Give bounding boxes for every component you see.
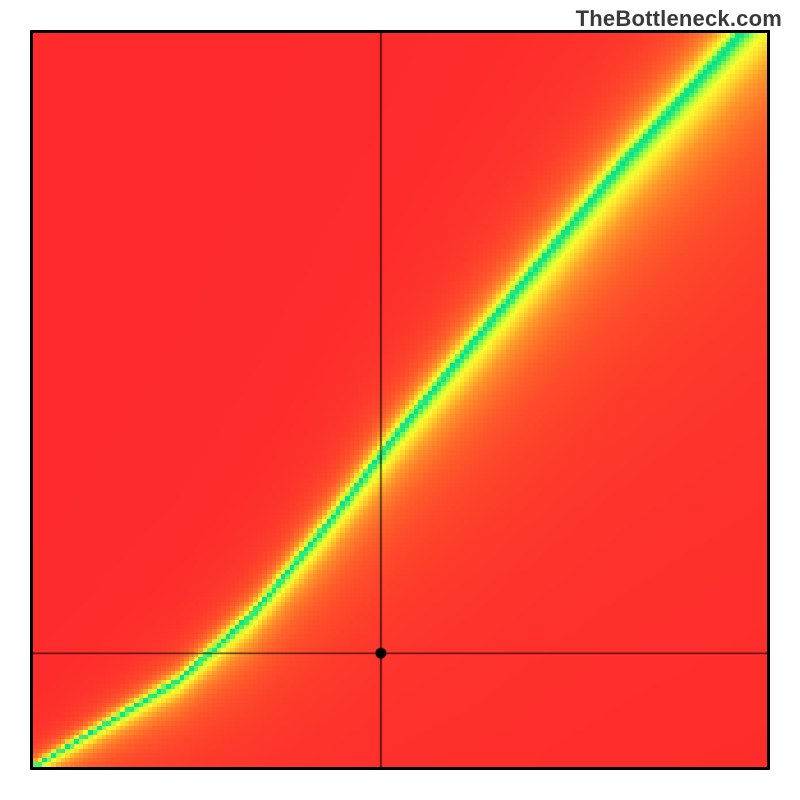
watermark-text: TheBottleneck.com: [576, 6, 782, 32]
figure-container: TheBottleneck.com: [0, 0, 800, 800]
bottleneck-heatmap: [33, 33, 767, 767]
